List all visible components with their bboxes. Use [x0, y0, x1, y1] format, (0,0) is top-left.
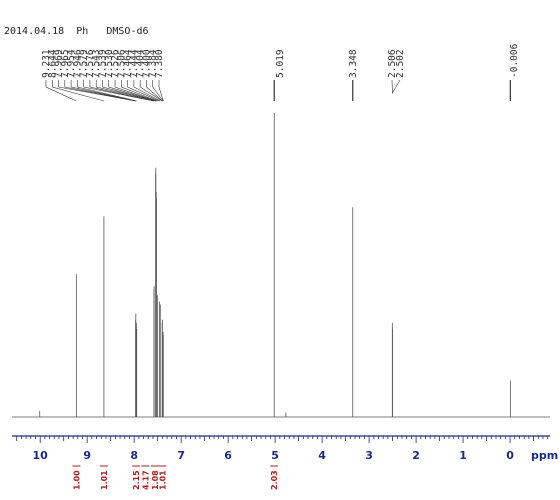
peak-label: 7.444 — [129, 49, 140, 78]
header-date: 2014.04.18 — [4, 26, 65, 37]
peak-label: 7.526 — [110, 49, 121, 78]
peak-label-leader — [51, 80, 104, 102]
peak-label-leader — [139, 80, 163, 102]
peak-label: 2.506 — [387, 49, 398, 78]
axis-unit-label: ppm — [531, 449, 558, 462]
integral-value: 1.00 — [72, 470, 81, 490]
peak-label: 5.019 — [275, 49, 286, 78]
peak-label-leader — [146, 80, 163, 102]
axis-tick-label: 10 — [33, 449, 49, 462]
peak-label-leader — [121, 80, 158, 102]
peak-label-leader — [70, 80, 137, 102]
integral-value: 1.01 — [158, 470, 167, 490]
peak-label: 7.965 — [60, 49, 71, 78]
peak-label-leader — [391, 79, 401, 95]
axis-tick-label: 9 — [83, 449, 91, 462]
peak-label-leader — [108, 80, 157, 102]
peak-label-leader — [64, 80, 136, 102]
integral-value: 4.17 — [141, 470, 150, 490]
peak-label: 7.384 — [148, 49, 159, 78]
peak-label: 7.404 — [135, 49, 146, 78]
peak-label: 7.400 — [141, 49, 152, 78]
peak-label: 7.579 — [79, 49, 90, 78]
integral-value: 2.15 — [132, 470, 141, 490]
peak-label: 7.530 — [104, 49, 115, 78]
integral-value: 1.08 — [151, 470, 160, 490]
peak-label: 7.946 — [72, 49, 83, 78]
peak-label: 2.502 — [395, 49, 406, 78]
peak-label-leader — [58, 80, 136, 102]
spectrum-header: 2014.04.18 Ph DMSO-d6 — [4, 26, 149, 37]
peak-label: 9.231 — [41, 49, 52, 78]
axis-tick-label: 3 — [365, 449, 373, 462]
peak-label: 3.348 — [348, 49, 359, 78]
axis-tick-label: 5 — [271, 449, 279, 462]
header-sample: Ph — [76, 26, 89, 37]
integral-value: 1.01 — [100, 470, 109, 490]
peak-label-leader — [114, 80, 157, 102]
peak-label: 7.954 — [66, 49, 77, 78]
peak-label: 7.576 — [85, 49, 96, 78]
peak-label: 8.644 — [47, 49, 58, 78]
integral-layer: 1.00 1.01 2.15 4.17 1.081.01 2.03 — [72, 465, 279, 490]
spectrum-layer — [12, 113, 550, 418]
axis-tick-label: 2 — [412, 449, 420, 462]
peak-label-layer: 9.2318.6447.9697.9657.9547.9467.5797.576… — [41, 43, 520, 102]
peak-label: 7.506 — [116, 49, 127, 78]
peak-label-leader — [77, 80, 137, 102]
peak-label: -0.006 — [509, 43, 520, 78]
integral-value: 2.03 — [270, 470, 279, 490]
peak-label-leader — [89, 80, 155, 102]
peak-label: 7.969 — [54, 49, 65, 78]
ppm-axis: 10 9 8 7 6 5 4 3 2 1 0 — [12, 435, 550, 462]
axis-tick-label: 4 — [318, 449, 326, 462]
peak-label: 7.380 — [154, 49, 165, 78]
axis-tick-label: 0 — [506, 449, 514, 462]
axis-tick-label: 6 — [224, 449, 232, 462]
axis-tick-label: 8 — [130, 449, 138, 462]
peak-label-leader — [95, 80, 156, 102]
peak-label: 7.543 — [91, 49, 102, 78]
peak-label-leader — [158, 80, 164, 102]
header-solvent: DMSO-d6 — [106, 26, 149, 37]
peak-label-leader — [127, 80, 160, 102]
peak-label-leader — [45, 80, 77, 102]
peak-label-leader — [102, 80, 156, 102]
peak-label-leader — [83, 80, 155, 102]
axis-tick-label: 1 — [459, 449, 467, 462]
peak-label-leader — [152, 80, 164, 102]
peak-label: 7.539 — [98, 49, 109, 78]
peak-label: 7.464 — [123, 49, 134, 78]
axis-tick-label: 7 — [177, 449, 185, 462]
peak-label-leader — [133, 80, 161, 102]
